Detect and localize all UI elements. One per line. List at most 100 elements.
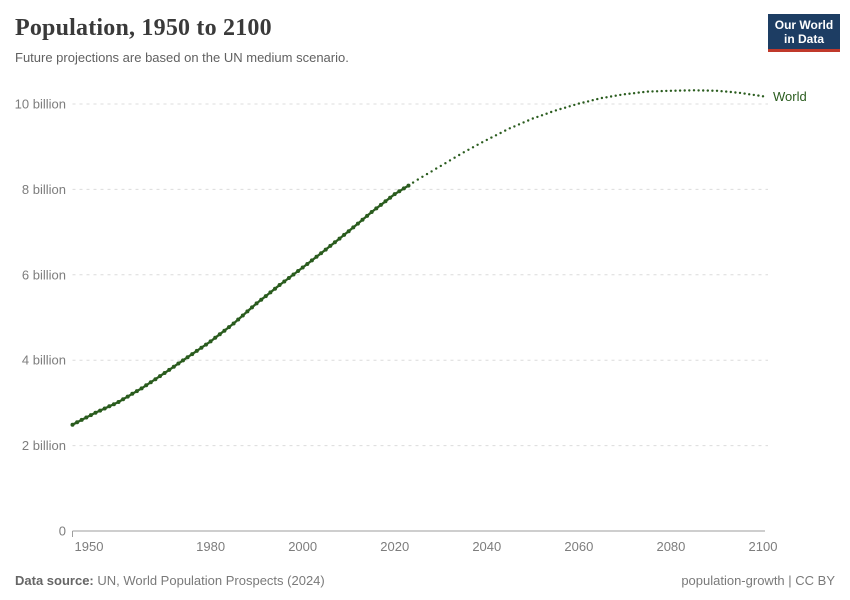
chart-header: Population, 1950 to 2100 Future projecti…: [15, 15, 349, 65]
projection-dot: [697, 89, 700, 92]
chart-title: Population, 1950 to 2100: [15, 15, 272, 41]
owid-logo[interactable]: Our World in Data: [768, 14, 840, 52]
data-dot: [148, 380, 153, 385]
projection-dot: [605, 96, 608, 99]
projection-dot: [729, 90, 732, 94]
projection-dot: [559, 107, 562, 111]
data-dot: [259, 297, 264, 302]
x-axis-tick-label: 2100: [749, 539, 778, 554]
data-dot: [319, 251, 324, 256]
projection-dot: [752, 93, 755, 97]
projection-dot: [467, 148, 470, 151]
projection-dot: [632, 92, 636, 95]
series-line-history: [71, 184, 410, 426]
data-dot: [273, 286, 277, 291]
projection-dot: [591, 99, 594, 102]
projection-dot: [425, 172, 429, 176]
data-dot: [231, 321, 236, 326]
data-dot: [342, 232, 347, 237]
data-dot: [378, 202, 383, 207]
projection-dot: [499, 131, 502, 135]
data-dot: [79, 417, 84, 422]
projection-dot: [711, 89, 714, 92]
data-dot: [194, 348, 199, 353]
projection-dot: [655, 90, 659, 93]
projection-dot: [720, 90, 723, 93]
projection-dot: [577, 102, 581, 105]
data-dot: [227, 325, 231, 330]
chart-subtitle: Future projections are based on the UN m…: [15, 50, 349, 65]
data-dot: [222, 328, 227, 333]
data-dot: [162, 371, 167, 375]
projection-dot: [540, 114, 544, 117]
x-axis-tick-label: 1950: [75, 539, 104, 554]
owid-logo-line2: in Data: [783, 32, 824, 46]
data-dot: [75, 420, 80, 425]
data-dot: [369, 210, 374, 214]
projection-dot: [660, 89, 663, 93]
projection-dot: [582, 101, 585, 104]
projection-dot: [623, 93, 627, 96]
projection-dot: [725, 90, 728, 93]
data-dot: [204, 342, 208, 347]
projection-dot: [416, 178, 419, 181]
projection-dot: [504, 129, 507, 132]
projection-dot: [444, 162, 447, 165]
data-dot: [217, 332, 222, 337]
projection-dot: [651, 90, 654, 93]
projection-dot: [692, 89, 696, 92]
data-dot: [181, 358, 185, 363]
data-dot: [144, 383, 149, 388]
projection-dot: [642, 90, 645, 94]
data-dot: [346, 229, 351, 234]
data-dot: [171, 364, 176, 369]
data-dot: [406, 183, 411, 188]
projection-dot: [462, 151, 465, 154]
data-dot: [70, 422, 75, 427]
data-dot: [158, 374, 162, 379]
data-dot: [291, 272, 296, 277]
projection-dot: [563, 106, 567, 109]
data-dot: [296, 269, 301, 273]
data-dot: [213, 335, 218, 340]
projection-dot: [458, 153, 461, 157]
projection-dot: [485, 138, 488, 142]
projection-dot: [476, 143, 479, 146]
data-dot: [245, 309, 250, 314]
x-axis-tick-label: 2080: [656, 539, 685, 554]
data-dot: [93, 410, 98, 415]
projection-dot: [439, 164, 442, 168]
projection-dot: [715, 89, 719, 93]
y-axis-tick-label: 6 billion: [22, 267, 66, 282]
projection-dot: [568, 105, 571, 108]
data-dot: [263, 294, 268, 299]
data-dot: [401, 186, 406, 191]
data-dot: [323, 247, 328, 252]
data-dot: [107, 404, 112, 409]
data-dot: [134, 389, 139, 394]
projection-dot: [688, 89, 691, 92]
data-dot: [337, 236, 342, 241]
data-dot: [84, 415, 89, 420]
data-dot: [176, 361, 181, 366]
projection-dot: [513, 125, 516, 128]
projection-dot: [522, 121, 525, 124]
data-dot: [139, 386, 144, 391]
y-axis-tick-label: 4 billion: [22, 353, 66, 368]
projection-dot: [490, 136, 493, 139]
footer-credits[interactable]: population-growth | CC BY: [681, 573, 835, 588]
projection-dot: [517, 123, 521, 126]
data-dot: [102, 406, 107, 411]
projection-dot: [628, 92, 631, 95]
x-axis-tick-label: 2000: [288, 539, 317, 554]
data-source-label: Data source:: [15, 573, 94, 588]
data-dot: [286, 276, 291, 280]
data-dot: [185, 355, 190, 360]
data-dot: [121, 397, 126, 402]
projection-dot: [554, 109, 558, 112]
projection-dot: [448, 159, 452, 162]
projection-dot: [748, 93, 751, 96]
data-dot: [397, 189, 402, 194]
